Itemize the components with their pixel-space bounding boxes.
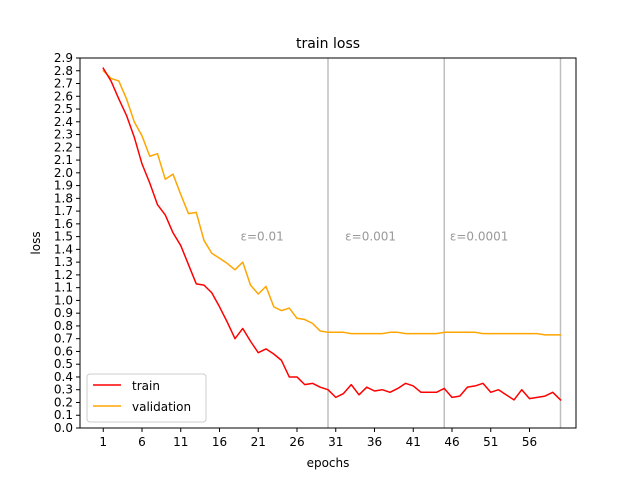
x-tick-label-51: 51 (483, 435, 498, 449)
x-tick-label-16: 16 (212, 435, 227, 449)
y-axis-label: loss (29, 231, 43, 254)
y-tick-label-0.0: 0.0 (54, 421, 73, 435)
x-tick-label-21: 21 (251, 435, 266, 449)
legend-label-train: train (132, 379, 160, 393)
y-tick-label-1.6: 1.6 (54, 217, 73, 231)
legend: train validation (86, 373, 207, 423)
series-line-validation (102, 69, 562, 336)
y-tick-label-1.5: 1.5 (54, 230, 73, 244)
chart-title: train loss (296, 36, 360, 52)
plot-frame (79, 57, 577, 429)
y-tick-label-1.0: 1.0 (54, 293, 73, 307)
legend-box (86, 373, 207, 423)
y-tick-label-1.8: 1.8 (54, 191, 73, 205)
y-tick-label-1.4: 1.4 (54, 242, 73, 256)
x-tick-label-26: 26 (289, 435, 304, 449)
y-tick-label-0.2: 0.2 (54, 395, 73, 409)
x-tick-label-41: 41 (406, 435, 421, 449)
y-tick-label-1.3: 1.3 (54, 255, 73, 269)
y-tick-label-2.3: 2.3 (54, 128, 73, 142)
y-tick-label-2.2: 2.2 (54, 140, 73, 154)
y-tick-label-2.9: 2.9 (54, 51, 73, 65)
x-tick-label-36: 36 (367, 435, 382, 449)
x-tick-label-1: 1 (99, 435, 107, 449)
x-tick-label-46: 46 (444, 435, 459, 449)
x-tick-label-11: 11 (173, 435, 188, 449)
x-axis-ticks: 1 6 11 16 21 26 31 36 41 46 51 56 (99, 428, 537, 449)
annotation-0: ε=0.01 (240, 229, 283, 243)
y-tick-label-2.1: 2.1 (54, 153, 73, 167)
x-tick-label-56: 56 (522, 435, 537, 449)
y-tick-label-0.4: 0.4 (54, 370, 73, 384)
annotation-1: ε=0.001 (345, 229, 396, 243)
annotation-2: ε=0.0001 (450, 229, 509, 243)
y-tick-label-0.7: 0.7 (54, 332, 73, 346)
x-axis-label: epochs (307, 456, 350, 470)
vlines-layer (327, 58, 562, 428)
y-tick-label-0.3: 0.3 (54, 383, 73, 397)
y-tick-label-0.6: 0.6 (54, 344, 73, 358)
y-tick-label-1.7: 1.7 (54, 204, 73, 218)
legend-label-validation: validation (132, 400, 191, 414)
x-tick-label-6: 6 (138, 435, 146, 449)
y-tick-label-0.9: 0.9 (54, 306, 73, 320)
y-tick-label-0.5: 0.5 (54, 357, 73, 371)
y-tick-label-2.4: 2.4 (54, 115, 73, 129)
y-tick-label-1.1: 1.1 (54, 281, 73, 295)
y-tick-label-2.6: 2.6 (54, 89, 73, 103)
y-tick-label-2.7: 2.7 (54, 77, 73, 91)
y-tick-label-2.5: 2.5 (54, 102, 73, 116)
y-tick-label-2.8: 2.8 (54, 64, 73, 78)
y-axis-ticks: 0.00.10.20.30.40.50.60.70.80.91.01.11.21… (54, 51, 80, 435)
x-tick-label-31: 31 (328, 435, 343, 449)
annotations-layer: ε=0.01 ε=0.001 ε=0.0001 (240, 229, 508, 243)
y-tick-label-1.2: 1.2 (54, 268, 73, 282)
series-layer (102, 67, 562, 401)
series-line-train (102, 67, 562, 401)
y-tick-label-1.9: 1.9 (54, 179, 73, 193)
y-tick-label-2.0: 2.0 (54, 166, 73, 180)
y-tick-label-0.1: 0.1 (54, 408, 73, 422)
y-tick-label-0.8: 0.8 (54, 319, 73, 333)
